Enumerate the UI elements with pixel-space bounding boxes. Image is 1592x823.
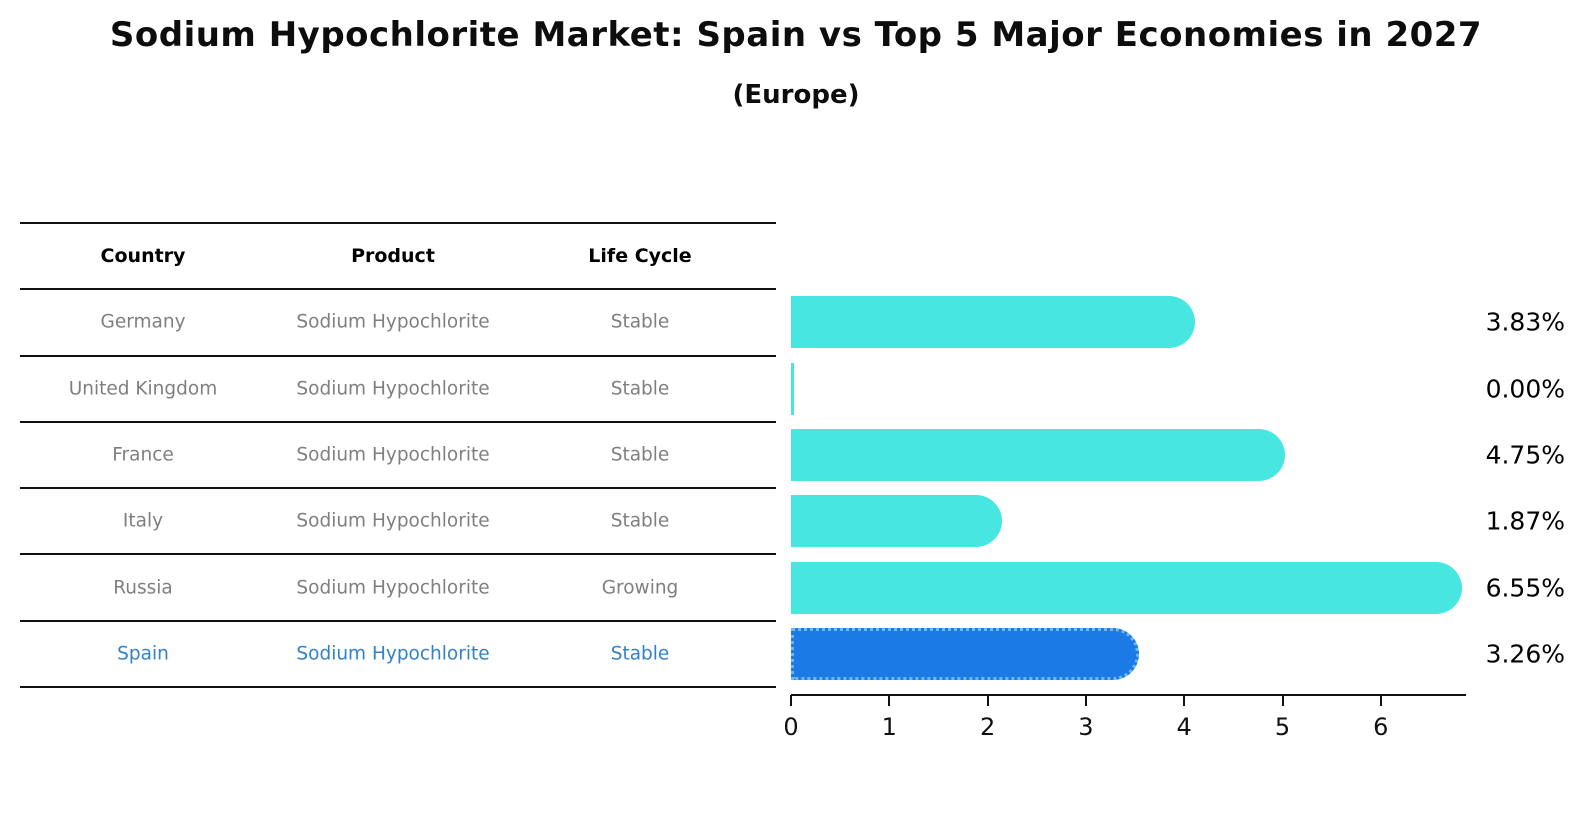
table-cell-life-cycle: Stable xyxy=(610,311,670,333)
table-header-life-cycle: Life Cycle xyxy=(588,245,692,267)
x-axis-tick xyxy=(1281,695,1284,706)
page-title: Sodium Hypochlorite Market: Spain vs Top… xyxy=(109,15,1483,55)
bar-germany xyxy=(791,296,1195,349)
bar-value-label: 4.75% xyxy=(1485,440,1565,470)
table-cell-country: Russia xyxy=(113,577,173,599)
table-cell-country: Germany xyxy=(100,311,186,333)
x-axis-tick-label: 3 xyxy=(1078,713,1094,741)
table-cell-product: Sodium Hypochlorite xyxy=(296,510,490,532)
table-cell-country: France xyxy=(112,444,174,466)
table-separator-line xyxy=(20,487,776,489)
table-cell-life-cycle: Stable xyxy=(610,444,670,466)
bar-value-label: 3.83% xyxy=(1485,307,1565,337)
table-separator-line xyxy=(20,686,776,688)
bar-value-label: 3.26% xyxy=(1485,639,1565,669)
table-separator-line xyxy=(20,620,776,622)
x-axis-tick-label: 6 xyxy=(1373,713,1389,741)
table-header-product: Product xyxy=(351,245,435,267)
x-axis-tick-label: 0 xyxy=(783,713,799,741)
bar-spain xyxy=(791,627,1139,680)
x-axis-tick xyxy=(1084,695,1087,706)
table-separator-line xyxy=(20,355,776,357)
bar-value-label: 0.00% xyxy=(1485,374,1565,404)
table-separator-line xyxy=(20,553,776,555)
table-cell-product: Sodium Hypochlorite xyxy=(296,643,490,665)
table-header-country: Country xyxy=(100,245,186,267)
x-axis-tick-label: 2 xyxy=(979,713,996,741)
table-cell-product: Sodium Hypochlorite xyxy=(296,378,490,400)
table-cell-product: Sodium Hypochlorite xyxy=(296,311,490,333)
bar-italy xyxy=(791,495,1002,548)
table-cell-product: Sodium Hypochlorite xyxy=(296,444,490,466)
x-axis-tick xyxy=(986,695,989,706)
bar-united-kingdom xyxy=(791,362,794,415)
table-cell-life-cycle: Stable xyxy=(610,510,670,532)
x-axis-tick xyxy=(1183,695,1186,706)
x-axis-tick xyxy=(888,695,891,706)
table-cell-life-cycle: Growing xyxy=(601,577,679,599)
table-separator-line xyxy=(20,288,776,290)
table-cell-life-cycle: Stable xyxy=(610,378,670,400)
x-axis-tick xyxy=(790,695,792,706)
x-axis-tick xyxy=(1379,695,1382,706)
bar-value-label: 6.55% xyxy=(1485,573,1565,603)
bar-value-label: 1.87% xyxy=(1485,506,1565,536)
table-cell-country: Italy xyxy=(122,510,164,532)
bar-russia xyxy=(791,561,1462,614)
page-subtitle: (Europe) xyxy=(732,80,860,110)
table-cell-life-cycle: Stable xyxy=(610,643,670,665)
table-cell-country: United Kingdom xyxy=(68,378,218,400)
x-axis-tick-label: 1 xyxy=(881,713,897,741)
table-cell-country: Spain xyxy=(117,643,169,665)
table-separator-line xyxy=(20,222,776,224)
bar-france xyxy=(791,429,1285,481)
x-axis-tick-label: 5 xyxy=(1274,713,1291,741)
x-axis-tick-label: 4 xyxy=(1176,713,1192,741)
table-separator-line xyxy=(20,421,776,423)
x-axis-line xyxy=(791,694,1466,696)
table-cell-product: Sodium Hypochlorite xyxy=(296,577,490,599)
